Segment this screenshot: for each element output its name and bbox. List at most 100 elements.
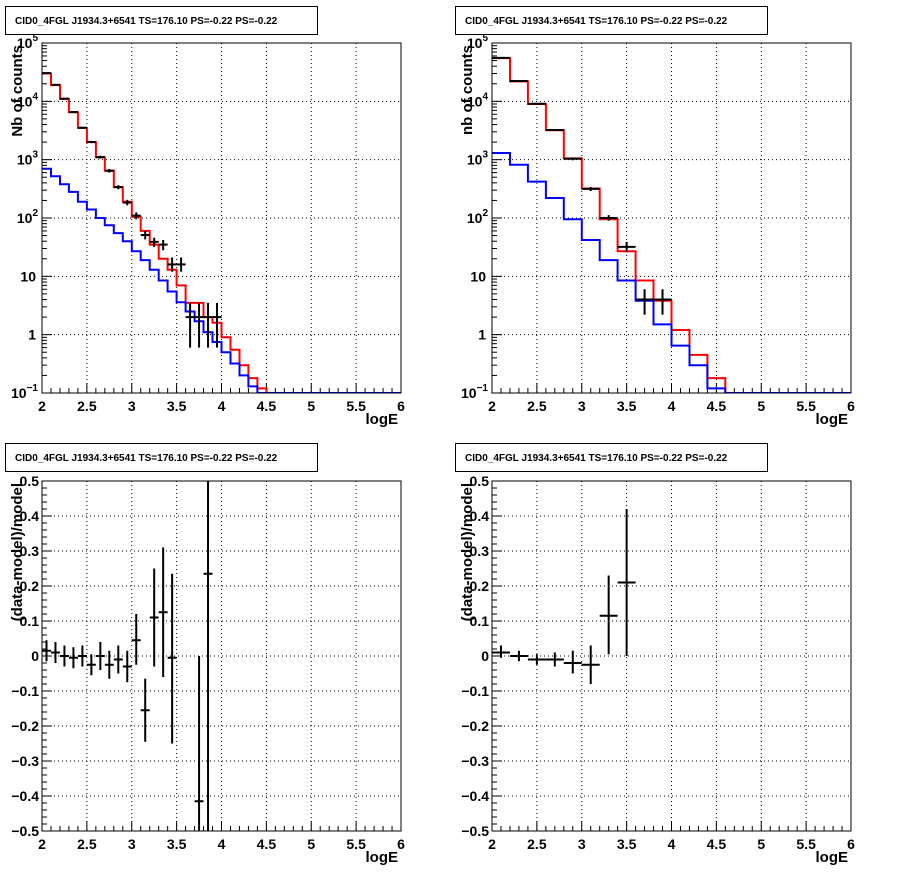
y-tick-label: −0.3: [11, 753, 39, 769]
model-total-histogram: [492, 57, 851, 393]
data-point: [185, 302, 195, 348]
chart-panel-top-right: CID0_4FGL J1934.3+6541 TS=176.10 PS=-0.2…: [455, 6, 855, 428]
residual-point: [203, 481, 213, 831]
data-point: [149, 237, 159, 247]
y-tick-label: 104: [467, 91, 489, 109]
y-tick-label: 104: [17, 91, 39, 109]
x-tick-label: 3: [578, 398, 586, 414]
y-tick-label: 103: [467, 150, 489, 168]
x-tick-label: 3: [578, 836, 586, 852]
x-tick-label: 4: [218, 836, 226, 852]
chart-title: CID0_4FGL J1934.3+6541 TS=176.10 PS=-0.2…: [465, 453, 728, 464]
y-tick-label: −0.3: [461, 753, 489, 769]
x-tick-label: 4: [668, 836, 676, 852]
data-point: [617, 241, 636, 253]
x-axis-label: logE: [816, 411, 849, 428]
data-point: [581, 186, 600, 192]
residual-point: [95, 642, 105, 670]
y-tick-label: 0.3: [20, 543, 40, 559]
data-point: [635, 289, 654, 315]
data-point: [140, 230, 150, 240]
data-point: [50, 83, 60, 86]
x-tick-label: 5.5: [796, 398, 816, 414]
x-tick-label: 2.5: [77, 836, 97, 852]
plot-area: [42, 72, 401, 393]
title-box: [5, 6, 318, 35]
x-tick-label: 5.5: [796, 836, 816, 852]
residual-point: [131, 614, 141, 665]
x-tick-label: 2: [38, 836, 46, 852]
y-axis-label: (data-model)/model: [9, 483, 26, 621]
residual-point: [158, 547, 168, 677]
residual-point: [149, 568, 159, 667]
y-tick-label: 0: [481, 648, 489, 664]
x-tick-label: 3: [128, 398, 136, 414]
residual-point: [68, 647, 78, 669]
data-point: [653, 289, 672, 315]
plot-frame: [41, 480, 402, 832]
x-tick-label: 6: [847, 836, 855, 852]
data-point: [194, 302, 204, 348]
y-tick-label: 105: [17, 33, 39, 51]
residual-point: [167, 573, 177, 744]
residual-point: [104, 650, 114, 679]
y-tick-label: −0.2: [461, 718, 489, 734]
data-point: [104, 169, 114, 173]
title-box: [455, 443, 768, 472]
y-tick-label: −0.1: [461, 683, 489, 699]
y-tick-label: 0.4: [470, 508, 490, 524]
x-tick-label: 5: [307, 836, 315, 852]
residual-point: [492, 645, 510, 658]
y-tick-label: 10−1: [11, 383, 38, 401]
x-tick-label: 6: [397, 398, 405, 414]
y-axis-label: (data-model)/model: [459, 483, 476, 621]
residual-point: [59, 645, 69, 667]
y-tick-label: 105: [467, 33, 489, 51]
y-axis-label: Nb of counts: [9, 45, 26, 137]
residual-point: [545, 652, 564, 667]
x-tick-label: 4.5: [257, 398, 277, 414]
x-tick-label: 2: [38, 398, 46, 414]
y-tick-label: −0.4: [11, 788, 39, 804]
data-point: [131, 212, 141, 220]
data-point: [122, 199, 132, 206]
data-point: [113, 185, 123, 190]
data-point: [59, 97, 69, 100]
chart-panel-bottom-right: CID0_4FGL J1934.3+6541 TS=176.10 PS=-0.2…: [455, 443, 855, 866]
residual-point: [77, 645, 87, 667]
title-box: [5, 443, 318, 472]
plot-area: [492, 56, 851, 393]
residual-point: [140, 678, 150, 742]
y-tick-label: 0.2: [20, 578, 40, 594]
residual-point: [617, 509, 636, 656]
data-point: [563, 157, 582, 161]
x-tick-label: 4: [668, 398, 676, 414]
y-tick-label: 0.1: [20, 613, 40, 629]
x-axis-label: logE: [366, 411, 399, 428]
x-axis-label: logE: [816, 849, 849, 866]
y-tick-label: 103: [17, 150, 39, 168]
y-tick-label: −0.5: [461, 823, 489, 839]
data-point: [42, 72, 51, 75]
data-point: [176, 257, 186, 272]
x-tick-label: 3: [128, 836, 136, 852]
residual-point: [122, 650, 132, 683]
y-tick-label: 0.2: [470, 578, 490, 594]
x-tick-label: 5: [757, 836, 765, 852]
data-point: [545, 128, 564, 131]
residual-point: [86, 654, 96, 676]
residual-point: [599, 575, 618, 655]
data-point: [167, 257, 177, 272]
y-tick-label: −0.4: [461, 788, 489, 804]
x-tick-label: 5.5: [346, 836, 366, 852]
x-tick-label: 4.5: [707, 836, 727, 852]
x-tick-label: 2.5: [527, 398, 547, 414]
data-point: [158, 239, 168, 251]
residual-point: [581, 645, 600, 684]
x-tick-label: 4.5: [257, 836, 277, 852]
x-tick-label: 6: [397, 836, 405, 852]
y-tick-label: 102: [17, 208, 39, 226]
x-tick-label: 3.5: [617, 398, 637, 414]
plot-frame: [41, 42, 402, 394]
